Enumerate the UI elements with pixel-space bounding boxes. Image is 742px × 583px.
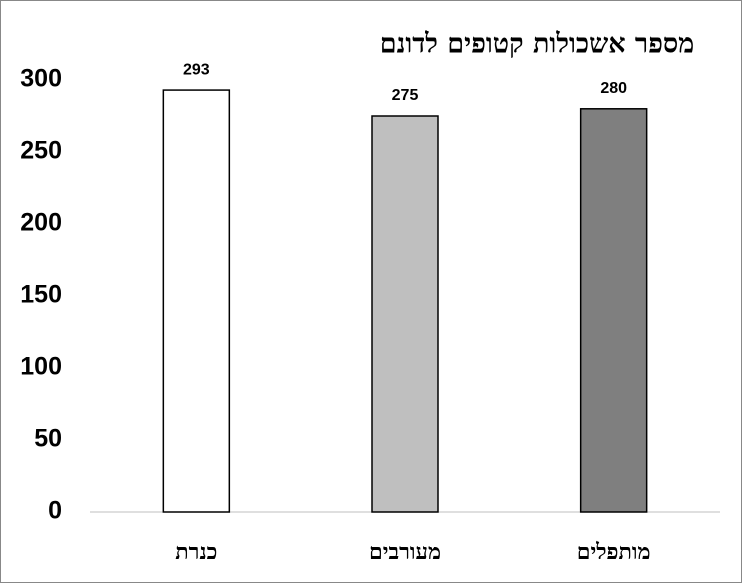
bar: [371, 115, 439, 513]
y-tick-label: 200: [20, 209, 62, 237]
data-label: 280: [600, 80, 627, 97]
x-tick-label: מותפלים: [577, 539, 651, 565]
y-tick-label: 100: [20, 353, 62, 381]
data-label: 293: [183, 61, 210, 78]
x-tick-label: מעורבים: [369, 539, 441, 565]
y-tick-label: 250: [20, 137, 62, 165]
x-tick-label: כנרת: [175, 539, 217, 565]
y-tick-label: 150: [20, 281, 62, 309]
y-tick-label: 0: [48, 497, 62, 525]
bar: [579, 108, 648, 513]
y-tick-label: 300: [20, 65, 62, 93]
bar: [162, 89, 231, 513]
chart-title: מספר אשכולות קטופים לדונם: [380, 29, 695, 60]
y-tick-label: 50: [34, 425, 62, 453]
data-label: 275: [392, 87, 419, 104]
